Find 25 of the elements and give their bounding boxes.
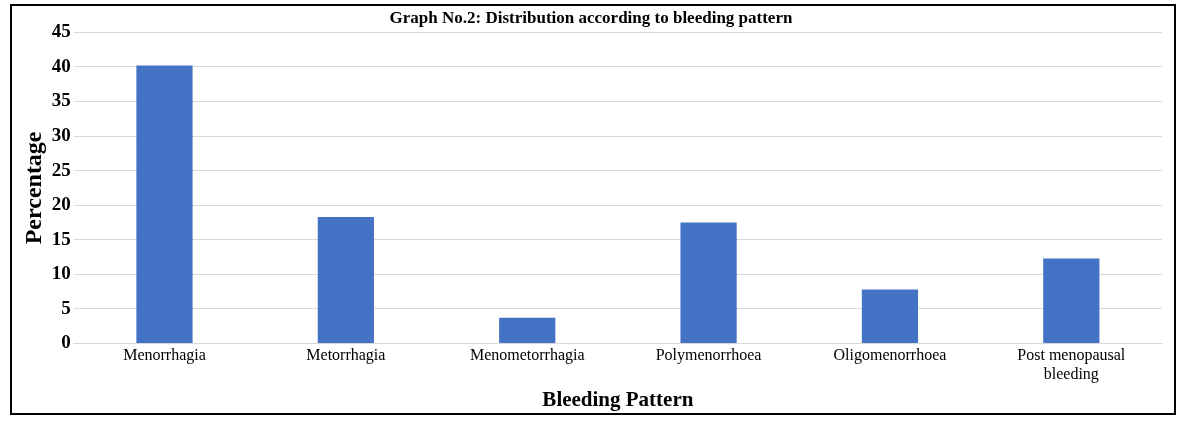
x-tick-label: Menorrhagia <box>123 346 206 365</box>
x-tick-label: Metorrhagia <box>306 346 386 365</box>
y-tick-label: 0 <box>61 331 71 353</box>
x-tick-label: Post menopausal bleeding <box>1017 346 1126 384</box>
chart-title: Graph No.2: Distribution according to bleeding pattern <box>389 7 793 27</box>
x-tick-label: Polymenorrhoea <box>655 346 762 365</box>
y-tick-label: 10 <box>51 262 71 284</box>
bar <box>861 289 919 343</box>
x-tick-label: Oligomenorrhoea <box>833 346 947 365</box>
y-tick-label: 20 <box>51 193 71 215</box>
y-tick-label: 15 <box>51 227 71 249</box>
y-tick-label: 5 <box>61 296 71 318</box>
y-tick-label: 45 <box>51 20 71 42</box>
bar <box>1043 258 1100 343</box>
y-axis-title: Percentage <box>19 131 46 245</box>
bar <box>680 222 737 343</box>
bar <box>317 216 374 343</box>
y-tick-label: 30 <box>51 123 71 145</box>
y-tick-label: 35 <box>51 89 71 111</box>
y-tick-label: 40 <box>51 54 71 76</box>
bar <box>499 317 556 343</box>
x-tick-label: Menometorrhagia <box>469 346 585 365</box>
x-axis-title: Bleeding Pattern <box>542 386 694 411</box>
y-tick-label: 25 <box>51 158 71 180</box>
bar <box>136 65 193 343</box>
